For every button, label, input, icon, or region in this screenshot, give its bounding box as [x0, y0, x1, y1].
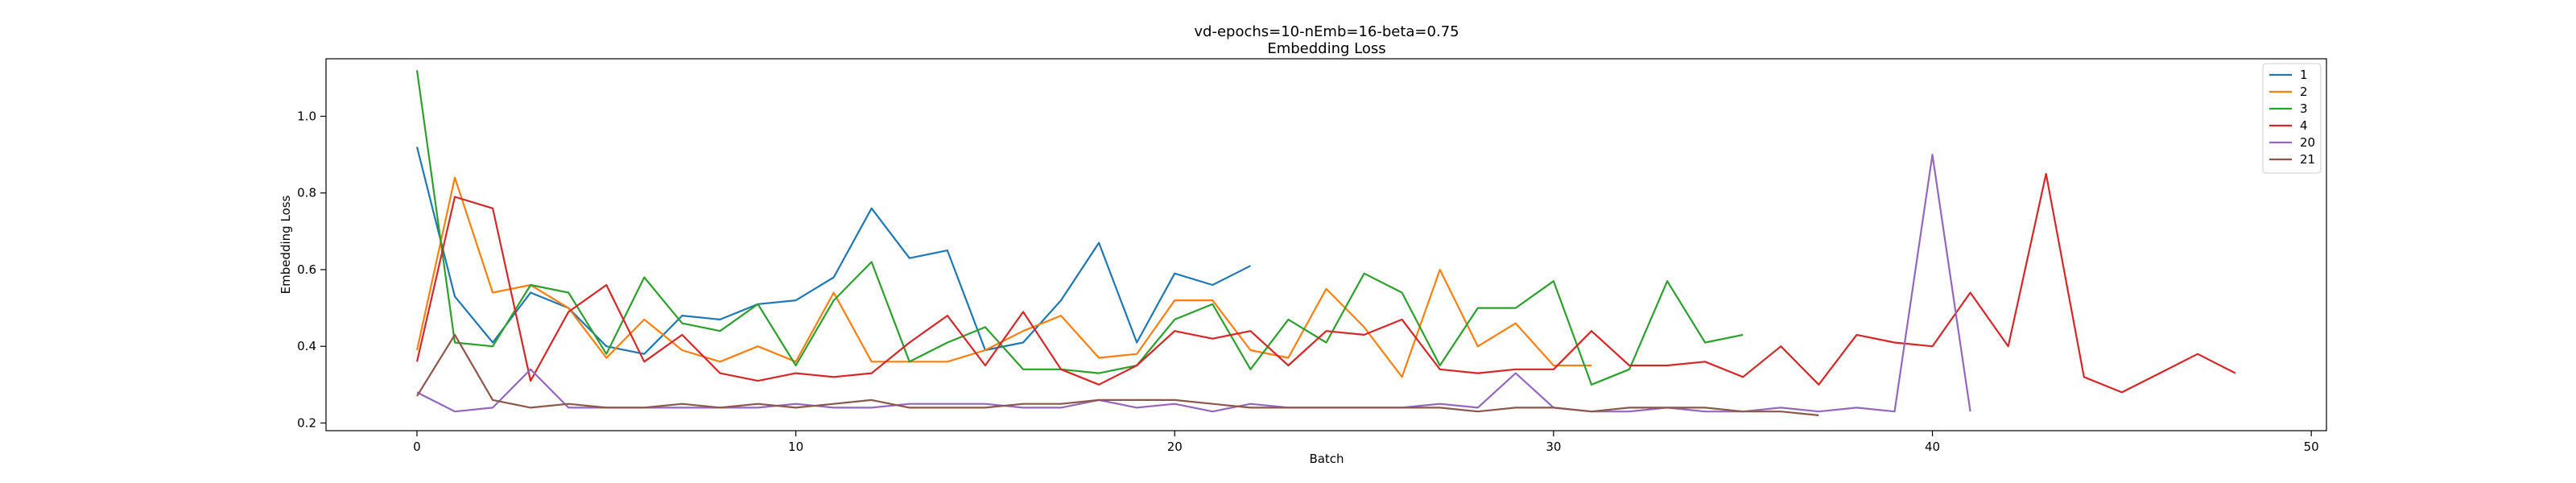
x-axis: 0 10 20 30 40 50	[413, 431, 2319, 454]
legend-label: 4	[2300, 118, 2308, 133]
y-axis-title: Embedding Loss	[279, 195, 293, 294]
series-line-21	[416, 333, 1819, 416]
y-tick-label: 0.6	[297, 262, 316, 277]
series-lines	[415, 70, 2236, 416]
x-axis-title: Batch	[1309, 452, 1344, 466]
legend-label: 2	[2300, 85, 2308, 99]
axes-frame	[325, 58, 2327, 431]
x-tick-label: 40	[1925, 440, 1940, 454]
y-tick-label: 0.2	[297, 415, 316, 430]
chart-title: vd-epochs=10-nEmb=16-beta=0.75	[1194, 23, 1459, 40]
y-tick-label: 1.0	[297, 109, 316, 123]
legend-label: 3	[2300, 101, 2308, 116]
legend-label: 21	[2300, 152, 2315, 167]
y-tick-label: 0.4	[297, 339, 316, 353]
x-tick-label: 20	[1167, 440, 1183, 454]
y-axis: 0.2 0.4 0.6 0.8 1.0	[297, 109, 326, 430]
legend: 1 2 3 4 20 21	[2262, 63, 2322, 174]
legend-label: 20	[2300, 135, 2315, 150]
chart-subtitle: Embedding Loss	[1267, 40, 1385, 57]
x-tick-label: 0	[413, 440, 421, 454]
x-tick-label: 10	[788, 440, 803, 454]
series-line-4	[415, 172, 2236, 394]
x-tick-label: 30	[1546, 440, 1561, 454]
series-line-3	[415, 70, 1744, 386]
series-line-20	[416, 154, 1971, 413]
y-tick-label: 0.8	[297, 186, 316, 200]
series-line-2	[415, 176, 1591, 378]
series-line-1	[415, 147, 1251, 355]
legend-label: 1	[2300, 68, 2308, 82]
x-tick-label: 50	[2304, 440, 2319, 454]
